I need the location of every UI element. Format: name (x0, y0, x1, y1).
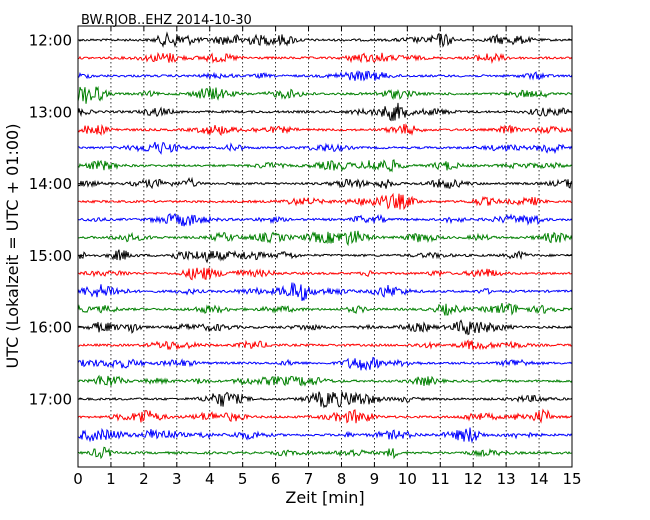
trace-row-1500 (77, 249, 573, 264)
x-tick-label-2: 2 (139, 470, 149, 488)
x-tick-label-3: 3 (172, 470, 182, 488)
trace-row-1630 (77, 356, 573, 371)
trace-row-1515 (77, 267, 573, 281)
x-tick-label-5: 5 (238, 470, 248, 488)
x-tick-label-8: 8 (337, 470, 347, 488)
trace-row-1415 (77, 192, 572, 211)
x-tick-label-11: 11 (431, 470, 450, 488)
trace-row-1245 (77, 85, 573, 104)
x-tick-label-1: 1 (106, 470, 116, 488)
y-tick-label-1200: 12:00 (29, 32, 72, 50)
trace-row-1315 (77, 123, 573, 137)
x-tick-label-12: 12 (464, 470, 483, 488)
chart-title: BW.RJOB..EHZ 2014-10-30 (81, 13, 252, 28)
x-tick-label-7: 7 (304, 470, 314, 488)
x-axis-title: Zeit [min] (285, 488, 364, 507)
plot-frame (77, 25, 573, 468)
trace-row-1700 (77, 391, 573, 409)
trace-row-1330 (77, 141, 573, 155)
x-tick-label-0: 0 (73, 470, 83, 488)
trace-row-1745 (77, 446, 573, 460)
x-tick-label-10: 10 (398, 470, 417, 488)
x-tick-label-6: 6 (271, 470, 281, 488)
trace-row-1400 (77, 176, 573, 190)
trace-row-1230 (77, 70, 573, 82)
y-tick-label-1500: 15:00 (29, 247, 72, 265)
axis-ticks (77, 26, 573, 467)
trace-row-1430 (77, 213, 573, 227)
trace-row-1300 (77, 102, 573, 122)
trace-row-1730 (77, 427, 573, 444)
x-tick-labels: 0 1 2 3 4 5 6 7 8 9 10 11 12 13 14 15 (73, 470, 581, 488)
y-tick-label-1400: 14:00 (29, 175, 72, 193)
trace-row-1645 (77, 374, 573, 387)
x-tick-label-4: 4 (205, 470, 215, 488)
y-tick-label-1300: 13:00 (29, 103, 72, 121)
trace-row-1530 (77, 282, 573, 302)
trace-row-1615 (77, 339, 573, 351)
y-tick-label-1600: 16:00 (29, 319, 72, 337)
x-tick-label-15: 15 (562, 470, 581, 488)
trace-row-1215 (77, 51, 573, 65)
trace-row-1445 (77, 230, 573, 247)
trace-row-1200 (77, 31, 573, 48)
trace-row-1600 (77, 319, 573, 336)
x-tick-label-13: 13 (497, 470, 516, 488)
x-tick-label-14: 14 (530, 470, 549, 488)
y-axis-title: UTC (Lokalzeit = UTC + 01:00) (3, 124, 22, 369)
x-tick-label-9: 9 (370, 470, 380, 488)
y-tick-labels: 12:00 13:00 14:00 15:00 16:00 17:00 (29, 32, 72, 409)
trace-row-1715 (77, 408, 573, 424)
grid-lines (110, 26, 540, 467)
seismogram-traces (77, 31, 573, 460)
trace-row-1545 (77, 302, 573, 316)
y-tick-label-1700: 17:00 (29, 391, 72, 409)
trace-row-1345 (77, 159, 573, 173)
